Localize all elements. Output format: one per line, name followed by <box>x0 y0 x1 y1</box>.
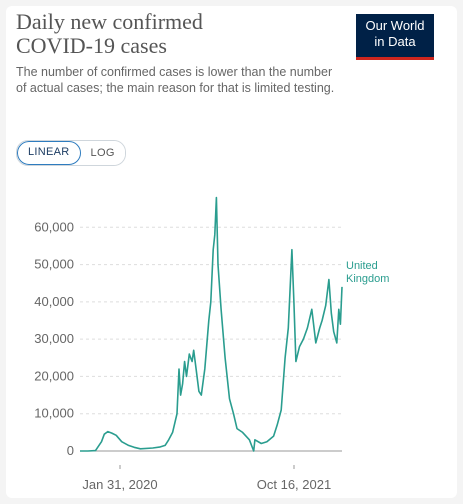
series-label: United <box>346 260 378 272</box>
x-tick-label: Oct 16, 2021 <box>257 477 331 492</box>
title-line-1: Daily new confirmed <box>16 9 203 34</box>
log-toggle-button[interactable]: LOG <box>80 141 125 165</box>
y-tick-label: 10,000 <box>34 406 74 421</box>
chart-title: Daily new confirmed COVID-19 cases <box>16 10 316 58</box>
y-tick-label: 60,000 <box>34 219 74 234</box>
y-tick-label: 0 <box>67 443 74 458</box>
title-line-2: COVID-19 cases <box>16 33 167 58</box>
series-line-united-kingdom <box>80 196 343 452</box>
chart-card <box>6 6 457 498</box>
series-label: Kingdom <box>346 273 389 285</box>
logo-line-1: Our World <box>365 18 425 33</box>
scale-toggle: LINEAR LOG <box>16 140 126 166</box>
y-tick-label: 30,000 <box>34 331 74 346</box>
y-tick-label: 40,000 <box>34 294 74 309</box>
linear-toggle-button[interactable]: LINEAR <box>17 141 81 165</box>
chart-subtitle: The number of confirmed cases is lower t… <box>16 65 335 95</box>
logo-line-2: in Data <box>374 34 416 49</box>
owid-logo[interactable]: Our World in Data <box>356 14 434 60</box>
y-tick-label: 20,000 <box>34 368 74 383</box>
y-tick-label: 50,000 <box>34 257 74 272</box>
logo-accent-bar <box>356 57 434 60</box>
x-tick-label: Jan 31, 2020 <box>82 477 157 492</box>
